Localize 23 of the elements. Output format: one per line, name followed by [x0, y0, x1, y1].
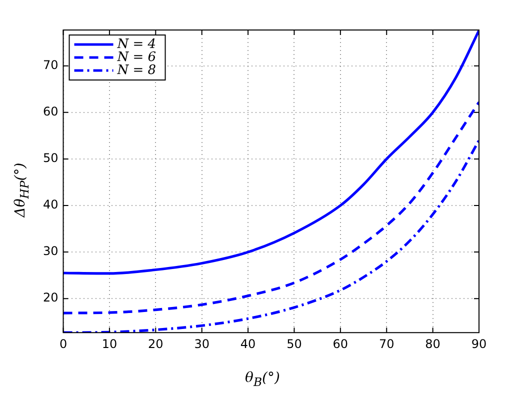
y-tick-label: 70 — [42, 58, 58, 72]
line-series — [63, 139, 479, 333]
x-tick-label: 40 — [240, 336, 256, 351]
y-tick-label: 50 — [42, 151, 58, 166]
x-tick-label: 30 — [194, 336, 210, 351]
x-tick-label: 20 — [148, 336, 164, 351]
y-tick-label: 20 — [42, 290, 58, 305]
x-tick-label: 0 — [59, 336, 68, 351]
y-tick-label: 40 — [42, 198, 58, 212]
legend-label: N = 4 — [116, 36, 156, 52]
legend-label: N = 8 — [116, 62, 156, 78]
x-tick-label: 50 — [286, 336, 302, 351]
line-series — [63, 30, 479, 275]
x-tick-label: 80 — [425, 336, 440, 351]
legend-label: N = 6 — [116, 50, 156, 65]
x-tick-label: 90 — [471, 336, 487, 351]
x-tick-label: 10 — [102, 336, 118, 351]
y-tick-label: 30 — [42, 244, 58, 258]
y-tick-label: 60 — [42, 104, 58, 119]
x-axis-title: θ$_{B}$(°) — [244, 370, 281, 389]
line-series — [63, 100, 479, 314]
x-tick-label: 60 — [332, 336, 348, 351]
x-tick-label: 70 — [378, 336, 394, 351]
